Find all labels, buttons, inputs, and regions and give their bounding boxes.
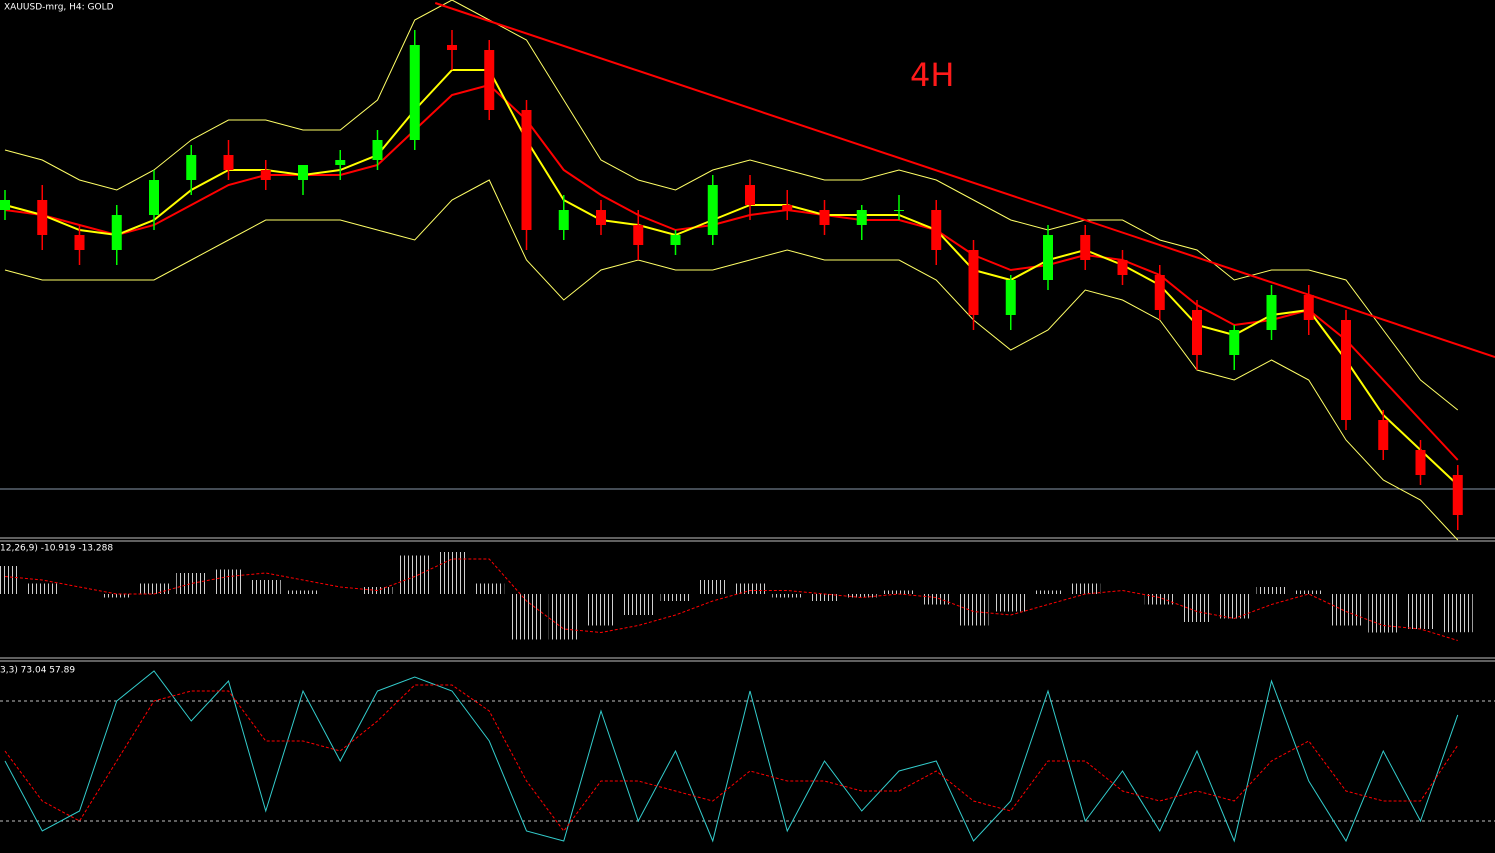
candle-body [894,210,904,211]
annotation: 4H [910,56,954,94]
histogram-bar [772,594,803,598]
candle-body [670,235,681,245]
histogram-bar [958,594,989,626]
candle-body [931,210,942,250]
histogram-bar [437,552,467,594]
trend-line [434,2,1495,358]
candle-body [633,225,644,245]
histogram-bar [1293,590,1324,594]
candle-body [1303,295,1314,320]
candle-body [186,155,197,180]
candle-body [447,45,457,50]
histogram-bar [660,594,691,601]
candle-body [37,200,48,235]
candle-body [558,210,569,230]
histogram-bar [101,594,132,598]
candle-body [856,210,867,225]
histogram-bar [1144,594,1175,605]
moving-average [4,69,1459,486]
histogram-bar [548,594,579,640]
moving-average [4,83,1459,461]
candle-body [596,210,606,225]
candle-body [1341,320,1351,420]
indicator-label: 12,26,9) -10.919 -13.288 [0,544,113,554]
bollinger-band [4,179,1459,541]
histogram-bar [1442,594,1473,633]
histogram-bar [1070,583,1101,594]
histogram-bar [623,594,654,615]
histogram-bar [995,594,1026,612]
histogram-bar [399,555,430,594]
histogram-bar [1033,590,1063,594]
stochastic-signal [4,684,1459,832]
histogram-bar [697,580,728,594]
candle-body [149,180,159,215]
candle-body [1415,450,1426,475]
candle-body [74,235,85,250]
candle-body [1154,275,1165,310]
histogram-bar [176,573,207,594]
candle-body [782,205,793,210]
histogram-bar [1405,594,1436,629]
candle-body [1192,310,1202,355]
candle-body [707,185,718,235]
candle-body [745,185,755,205]
bollinger-band [4,0,1459,411]
candle-body [1117,260,1128,275]
histogram-bar [474,583,505,594]
candle-body [484,50,495,110]
candle-body [111,215,122,250]
candle-body [1080,235,1091,260]
histogram-bar [250,580,281,594]
histogram-bar [884,590,914,594]
histogram-bar [0,566,20,594]
chart-title: XAUUSD-mrg, H4: GOLD [4,3,114,13]
candle-body [1005,280,1016,315]
histogram-bar [27,583,58,594]
histogram-bar [288,590,318,594]
candle-body [1043,235,1053,280]
histogram-bar [735,583,765,594]
histogram-bar [809,594,840,601]
histogram-bar [1331,594,1361,626]
histogram-bar [921,594,952,605]
candle-body [521,110,532,230]
candle-body [1378,420,1389,450]
candle-body [223,155,234,170]
candle-body [1266,295,1277,330]
candle-body [1229,330,1240,355]
candle-body [968,250,979,315]
histogram-bar [139,583,169,594]
candle-body [335,160,346,165]
candle-body [372,140,383,160]
indicator-label: 3,3) 73.04 57.89 [0,666,75,676]
histogram-bar [1256,587,1287,594]
histogram-bar [586,594,616,626]
signal-line [4,558,1458,641]
candle-body [0,200,10,210]
candle-body [298,165,308,180]
candle-body [819,210,830,225]
candle-body [409,45,420,140]
candle-body [260,170,271,180]
histogram-bar [846,594,877,598]
candle-body [1452,475,1463,515]
histogram-bar [213,569,244,594]
